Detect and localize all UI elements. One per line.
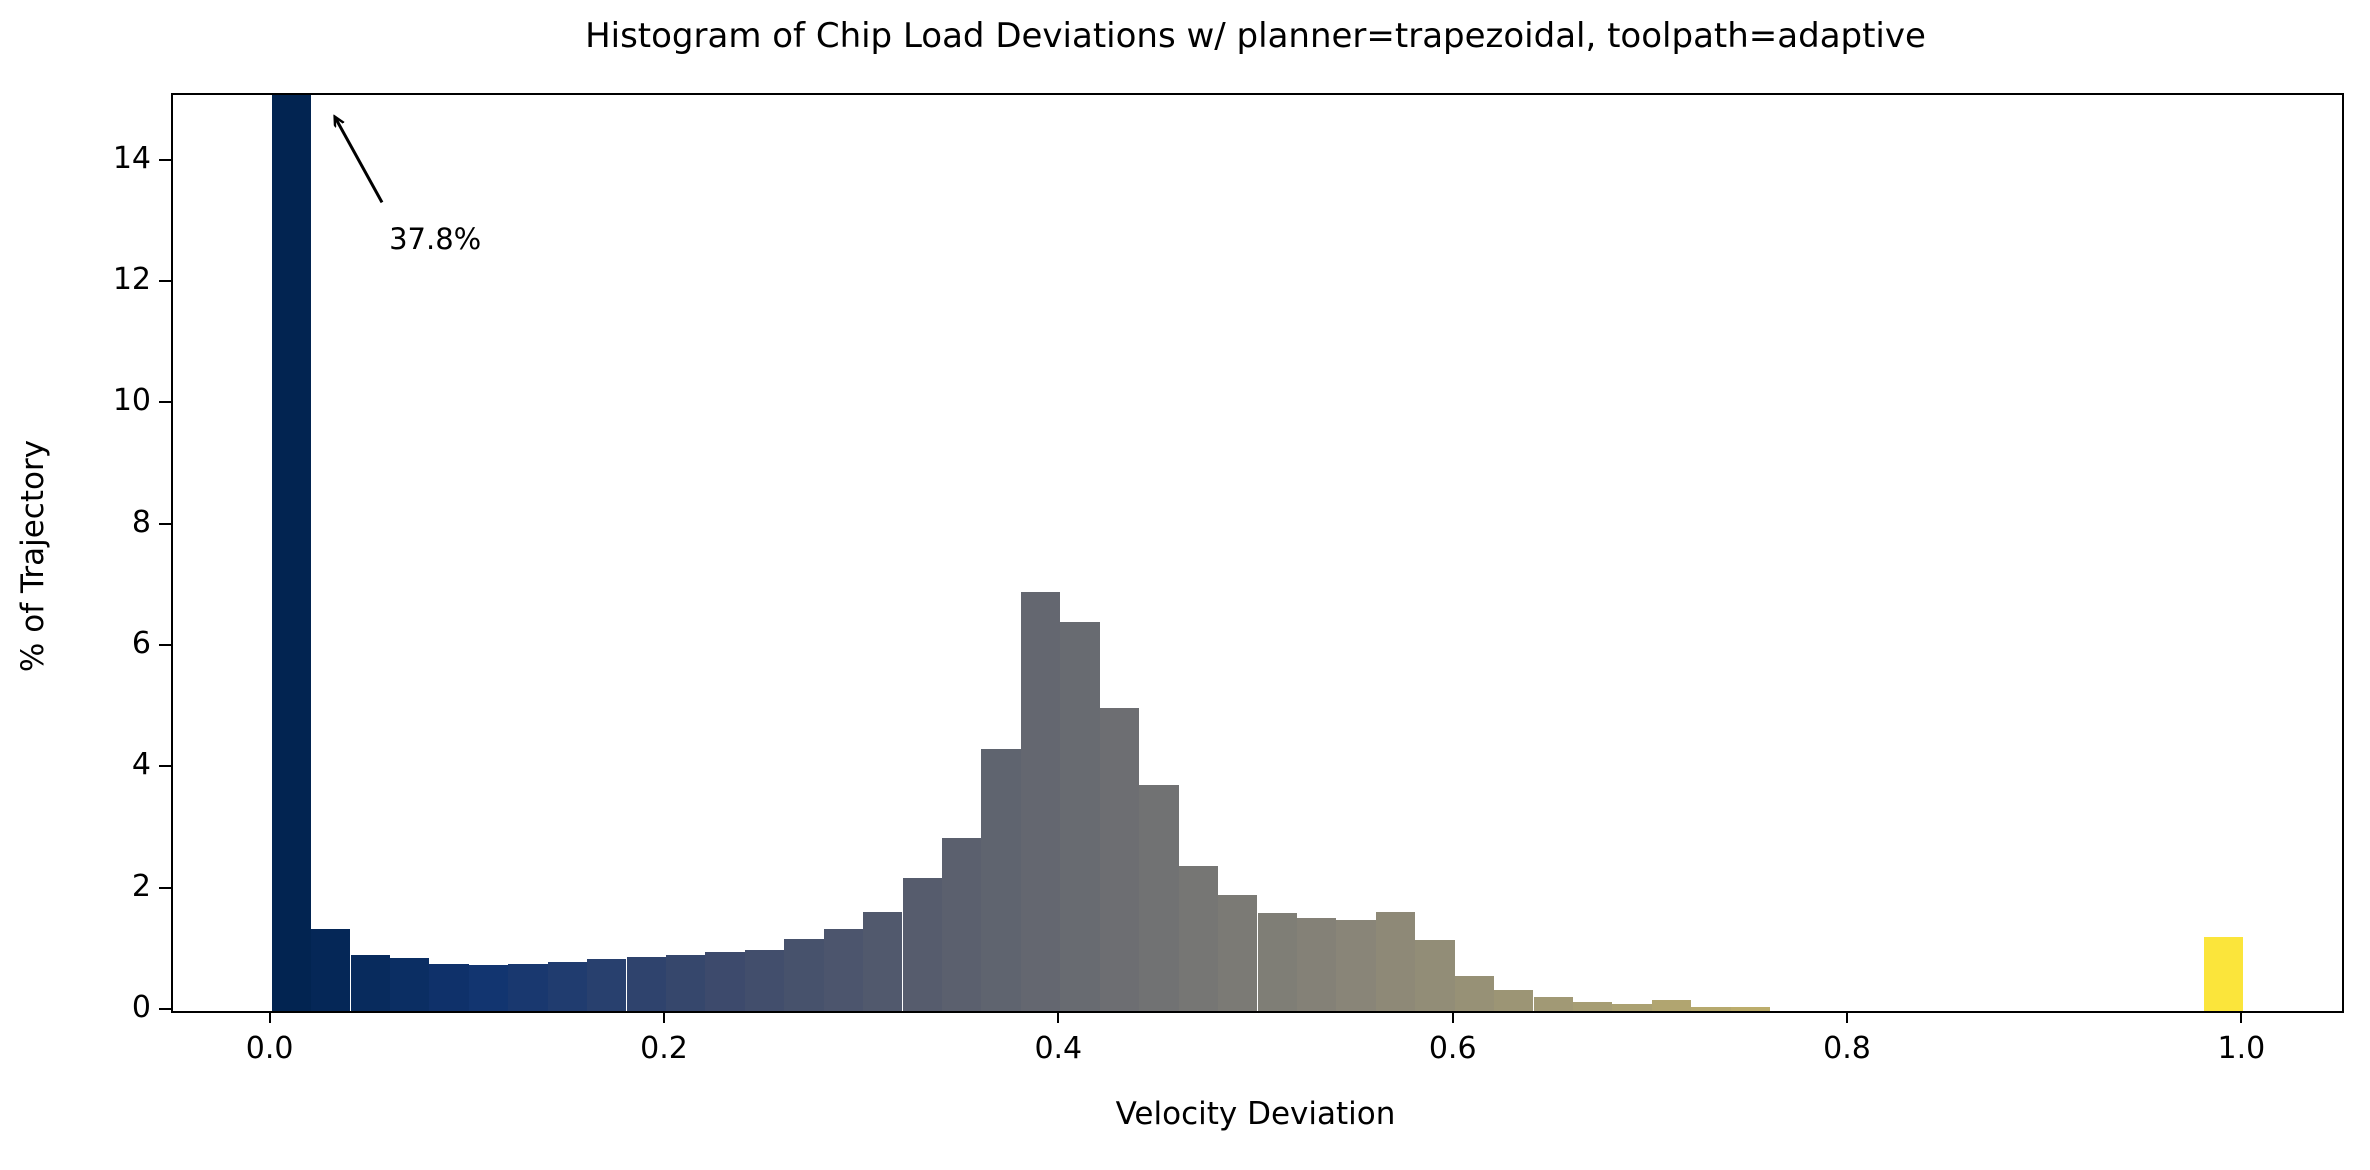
y-tick-label: 14 bbox=[112, 140, 151, 176]
histogram-bar bbox=[271, 95, 311, 1011]
chart-title: Histogram of Chip Load Deviations w/ pla… bbox=[585, 16, 1926, 56]
y-tick bbox=[159, 401, 171, 404]
x-tick-label: 0.6 bbox=[1428, 1031, 1477, 1066]
histogram-bar bbox=[784, 939, 824, 1011]
histogram-bar bbox=[863, 911, 903, 1011]
plot-area: 37.8% bbox=[171, 93, 2344, 1013]
y-tick bbox=[159, 1008, 171, 1010]
x-tick bbox=[1451, 1011, 1454, 1023]
histogram-bar bbox=[2204, 937, 2244, 1011]
histogram-bar bbox=[981, 748, 1021, 1011]
x-tick-label: 0.0 bbox=[245, 1031, 294, 1066]
histogram-bar bbox=[587, 959, 627, 1011]
histogram-bar bbox=[311, 929, 351, 1011]
y-tick bbox=[159, 522, 171, 525]
histogram-bar bbox=[389, 957, 430, 1011]
y-tick-label: 6 bbox=[131, 626, 151, 661]
y-tick-label: 10 bbox=[112, 383, 151, 419]
x-tick bbox=[1057, 1011, 1060, 1023]
y-tick-label: 2 bbox=[131, 868, 151, 904]
y-tick-label: 12 bbox=[112, 262, 151, 298]
x-tick-label: 0.4 bbox=[1034, 1031, 1083, 1066]
histogram-bar bbox=[350, 955, 390, 1011]
histogram-bar bbox=[1060, 621, 1100, 1011]
histogram-bar bbox=[508, 963, 548, 1011]
y-tick bbox=[159, 644, 171, 646]
x-tick-label: 0.8 bbox=[1823, 1031, 1871, 1066]
histogram-bar bbox=[1336, 920, 1376, 1011]
y-tick bbox=[159, 765, 171, 768]
histogram-bar bbox=[823, 929, 864, 1011]
histogram-bar bbox=[1178, 866, 1218, 1011]
histogram-bar bbox=[626, 957, 666, 1011]
histogram-bar bbox=[744, 950, 785, 1011]
histogram-bar bbox=[547, 961, 587, 1011]
x-axis-label: Velocity Deviation bbox=[1115, 1096, 1396, 1132]
histogram-bar bbox=[429, 963, 469, 1011]
histogram-bar bbox=[1573, 1001, 1613, 1011]
histogram-bar bbox=[1651, 1000, 1692, 1011]
histogram-bar bbox=[1218, 894, 1258, 1011]
histogram-bar bbox=[1296, 918, 1337, 1011]
y-tick bbox=[159, 886, 171, 889]
histogram-bar bbox=[1454, 976, 1495, 1011]
histogram-bar bbox=[468, 964, 509, 1011]
y-tick bbox=[159, 280, 171, 283]
histogram-bar bbox=[1020, 592, 1061, 1011]
histogram-bar bbox=[1612, 1003, 1652, 1011]
y-tick-label: 0 bbox=[131, 990, 151, 1025]
x-tick bbox=[2240, 1011, 2243, 1023]
y-tick-label: 8 bbox=[131, 504, 151, 540]
histogram-bar bbox=[1415, 940, 1455, 1011]
histogram-bar bbox=[1533, 997, 1573, 1011]
histogram-bars bbox=[173, 95, 2342, 1011]
x-tick bbox=[268, 1011, 271, 1023]
x-tick-label: 0.2 bbox=[640, 1031, 688, 1066]
histogram-bar bbox=[705, 952, 745, 1011]
x-tick-label: 1.0 bbox=[2217, 1031, 2266, 1066]
x-tick bbox=[663, 1011, 665, 1023]
histogram-bar bbox=[902, 877, 942, 1011]
histogram-bar bbox=[1139, 785, 1179, 1011]
annotation-label: 37.8% bbox=[389, 221, 482, 256]
annotation-arrow bbox=[173, 95, 384, 204]
histogram-bar bbox=[1375, 912, 1416, 1011]
y-axis-label: % of Trajectory bbox=[15, 439, 51, 673]
y-tick bbox=[159, 158, 171, 161]
histogram-bar bbox=[1099, 707, 1140, 1011]
histogram-bar bbox=[1730, 1007, 1771, 1011]
x-tick bbox=[1846, 1011, 1848, 1023]
histogram-bar bbox=[942, 838, 982, 1011]
histogram-bar bbox=[1494, 989, 1534, 1011]
histogram-bar bbox=[666, 955, 706, 1011]
histogram-bar bbox=[1691, 1006, 1731, 1011]
histogram-bar bbox=[1257, 912, 1297, 1011]
y-tick-label: 4 bbox=[131, 747, 151, 783]
